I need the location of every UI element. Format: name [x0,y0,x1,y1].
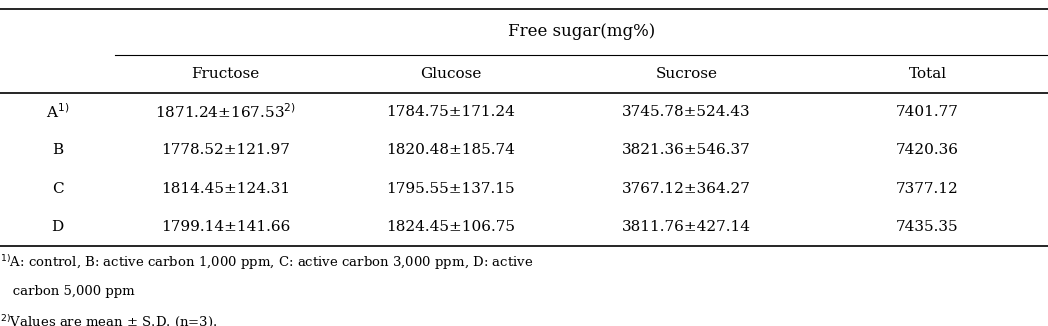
Text: 7401.77: 7401.77 [896,105,959,119]
Text: $^{2)}$Values are mean ± S.D. (n=3).: $^{2)}$Values are mean ± S.D. (n=3). [0,313,218,326]
Text: 3821.36±546.37: 3821.36±546.37 [623,143,750,157]
Text: Total: Total [909,67,946,81]
Text: 1778.52±121.97: 1778.52±121.97 [161,143,289,157]
Text: A$^{1)}$: A$^{1)}$ [46,103,69,121]
Text: 7435.35: 7435.35 [896,220,959,234]
Text: 1820.48±185.74: 1820.48±185.74 [387,143,515,157]
Text: 1824.45±106.75: 1824.45±106.75 [386,220,516,234]
Text: Free sugar(mg%): Free sugar(mg%) [508,23,655,40]
Text: 1795.55±137.15: 1795.55±137.15 [387,182,515,196]
Text: Glucose: Glucose [420,67,481,81]
Text: 7420.36: 7420.36 [896,143,959,157]
Text: Fructose: Fructose [191,67,260,81]
Text: Sucrose: Sucrose [655,67,718,81]
Text: 7377.12: 7377.12 [896,182,959,196]
Text: 3745.78±524.43: 3745.78±524.43 [623,105,750,119]
Text: carbon 5,000 ppm: carbon 5,000 ppm [0,286,134,299]
Text: $^{1)}$A: control, B: active carbon 1,000 ppm, C: active carbon 3,000 ppm, D: ac: $^{1)}$A: control, B: active carbon 1,00… [0,253,533,272]
Text: C: C [51,182,64,196]
Text: 3767.12±364.27: 3767.12±364.27 [623,182,750,196]
Text: 1799.14±141.66: 1799.14±141.66 [160,220,290,234]
Text: D: D [51,220,64,234]
Text: B: B [52,143,63,157]
Text: 1814.45±124.31: 1814.45±124.31 [160,182,290,196]
Text: 3811.76±427.14: 3811.76±427.14 [621,220,751,234]
Text: 1784.75±171.24: 1784.75±171.24 [387,105,515,119]
Text: 1871.24±167.53$^{2)}$: 1871.24±167.53$^{2)}$ [155,103,296,121]
